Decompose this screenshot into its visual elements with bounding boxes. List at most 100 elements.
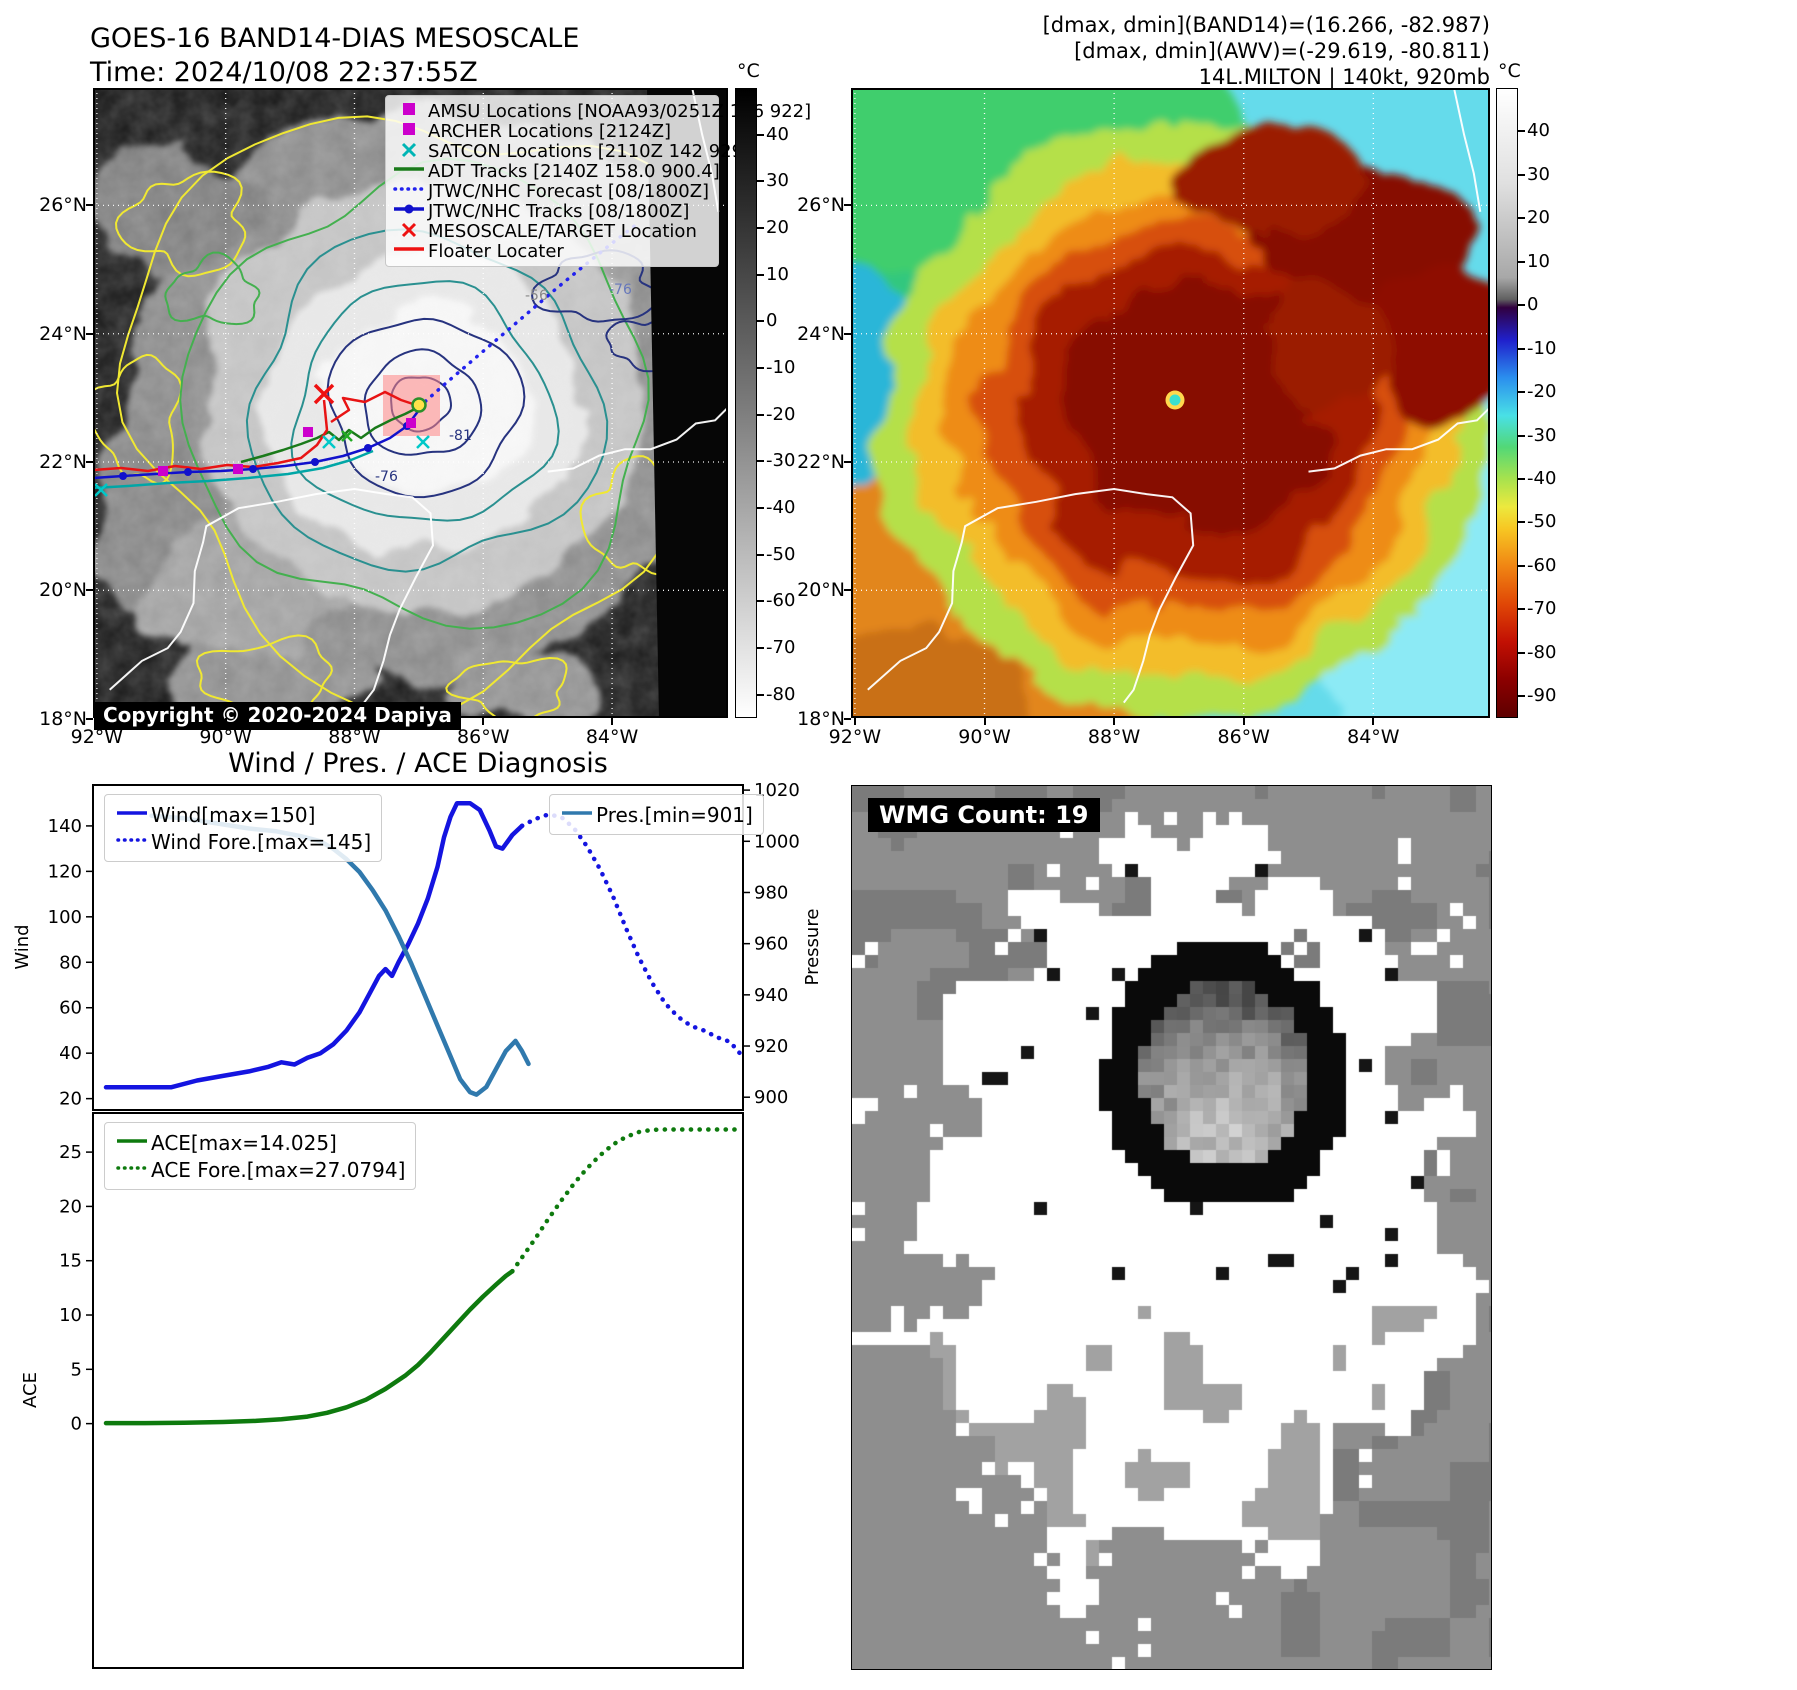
- series-observed: [103, 800, 525, 1090]
- coastline: [1453, 89, 1482, 212]
- lat-tick-label: 22°N: [39, 451, 87, 474]
- legend-marker: [115, 830, 151, 854]
- legend-label: Floater Locater: [428, 240, 564, 262]
- line-marker-icon: [117, 1138, 147, 1143]
- ace-tick-label: 5: [71, 1359, 82, 1380]
- legend-item: ACE Fore.[max=27.0794]: [115, 1156, 405, 1183]
- colorbar-tick-label: -40: [1527, 468, 1557, 490]
- left-map-timestamp: Time: 2024/10/08 22:37:55Z: [90, 57, 478, 88]
- legend-label: ACE[max=14.025]: [151, 1130, 337, 1155]
- colorbar-tick-label: 20: [766, 217, 789, 238]
- lon-tick-label: 86°W: [1217, 726, 1270, 748]
- left-map-title: GOES-16 BAND14-DIAS MESOSCALE: [90, 23, 580, 54]
- colorbar-tick-label: -20: [766, 403, 796, 425]
- pressure-tick-label: 980: [754, 882, 788, 903]
- colorbar-tick-label: 0: [1527, 294, 1539, 316]
- lon-tick-label: 84°W: [585, 726, 639, 748]
- wind-tick-label: 60: [59, 998, 82, 1019]
- legend-marker: [392, 180, 428, 203]
- colorbar-tick-label: -10: [766, 357, 796, 378]
- lon-tick-label: 92°W: [828, 726, 882, 748]
- colorbar-tick-label: -40: [766, 497, 796, 518]
- lat-tick-label: 18°N: [797, 707, 845, 730]
- series-forecast: [510, 1127, 743, 1274]
- pressure-legend: Pres.[min=901]: [549, 794, 764, 835]
- lat-tick-label: 26°N: [39, 194, 87, 217]
- colorbar-tick-label: -50: [1527, 511, 1557, 533]
- coastline: [547, 406, 728, 473]
- square-marker-icon: [403, 102, 415, 115]
- legend-item: ACE[max=14.025]: [115, 1129, 405, 1156]
- ace-axis-label: ACE: [20, 1372, 41, 1408]
- copyright-label: Copyright © 2020-2024 Dapiya: [94, 702, 461, 730]
- legend-marker: [392, 160, 428, 183]
- dmax-dmin-awv: [dmax, dmin](AWV)=(-29.619, -80.811): [1074, 39, 1490, 63]
- lat-tick-label: 24°N: [39, 322, 87, 345]
- colorbar-tick-label: -60: [766, 590, 796, 612]
- legend-marker: [392, 240, 428, 263]
- pressure-axis-label: Pressure: [802, 909, 823, 986]
- pressure-tick-label: 920: [754, 1036, 788, 1057]
- colorbar-tick-label: -20: [1527, 381, 1557, 403]
- dotted-marker-icon: [116, 1165, 149, 1170]
- wmg-count-badge: WMG Count: 19: [868, 798, 1100, 832]
- colorbar-tick-label: -80: [766, 683, 796, 705]
- legend-label: ADT Tracks [2140Z 158.0 900.4]: [428, 160, 720, 182]
- legend-label: Wind Fore.[max=145]: [151, 829, 372, 854]
- series-forecast: [519, 812, 743, 1056]
- awv-color-satellite-map: [851, 88, 1490, 718]
- legend-marker: [115, 1158, 151, 1182]
- legend-item: JTWC/NHC Forecast [08/1800Z]: [392, 180, 712, 203]
- legend-marker: [392, 140, 428, 163]
- legend-item: Wind Fore.[max=145]: [115, 828, 371, 855]
- colorbar-tick-label: 20: [1527, 207, 1550, 229]
- coastline: [109, 487, 435, 704]
- lat-tick-label: 26°N: [797, 194, 845, 217]
- wind-tick-label: 120: [48, 861, 82, 882]
- colorbar-unit-left: °C: [737, 60, 760, 82]
- legend-marker: [115, 803, 151, 827]
- legend-label: ARCHER Locations [2124Z]: [428, 120, 672, 142]
- colorbar-tick-label: 10: [1527, 250, 1550, 272]
- lon-tick-label: 90°W: [958, 726, 1011, 748]
- legend-item: Wind[max=150]: [115, 801, 371, 828]
- ace-tick-label: 10: [59, 1305, 82, 1326]
- lon-tick-label: 92°W: [70, 726, 124, 748]
- storm-eye-center: [1169, 394, 1181, 406]
- storm-id-intensity: 14L.MILTON | 140kt, 920mb: [1198, 65, 1490, 89]
- legend-item: JTWC/NHC Tracks [08/1800Z]: [392, 201, 712, 222]
- line-marker-icon: [562, 810, 592, 815]
- contour-label: -56: [525, 288, 548, 304]
- colorbar-tick-label: -60: [1527, 554, 1557, 576]
- ace-tick-label: 20: [59, 1196, 82, 1217]
- legend-label: ACE Fore.[max=27.0794]: [151, 1157, 406, 1182]
- x-marker-icon: [401, 142, 417, 157]
- lon-tick-label: 84°W: [1347, 726, 1400, 748]
- coastline: [1308, 406, 1490, 473]
- colorbar-tick-label: 40: [1527, 120, 1550, 142]
- pressure-tick-label: 940: [754, 985, 788, 1006]
- ace-legend: ACE[max=14.025] ACE Fore.[max=27.0794]: [104, 1122, 417, 1190]
- legend-item: Floater Locater: [392, 240, 712, 263]
- map-legend: AMSU Locations [NOAA93/0251Z 136 922] ARC…: [385, 95, 811, 267]
- contour-label: -76: [609, 282, 632, 298]
- line-marker-icon: [394, 166, 424, 171]
- legend-item: MESOSCALE/TARGET Location: [392, 221, 712, 242]
- colorbar-tick-label: 40: [766, 123, 789, 145]
- wind-axis-label: Wind: [12, 924, 33, 969]
- storm-eye: [411, 397, 427, 413]
- lon-tick-label: 90°W: [199, 726, 252, 748]
- lat-tick-label: 20°N: [39, 579, 87, 602]
- legend-item: Pres.[min=901]: [560, 801, 753, 828]
- dotted-marker-icon: [393, 186, 426, 191]
- colorbar-tick-label: -80: [1527, 641, 1557, 663]
- map-overlays: [851, 88, 1490, 718]
- ace-chart-frame: [92, 1112, 744, 1669]
- legend-marker: [560, 803, 596, 827]
- square-marker-icon: [403, 122, 415, 135]
- dotted-marker-icon: [116, 837, 149, 842]
- map-frame: [851, 88, 1490, 718]
- ace-tick-label: 15: [59, 1251, 82, 1272]
- dmax-dmin-band14: [dmax, dmin](BAND14)=(16.266, -82.987): [1042, 13, 1490, 37]
